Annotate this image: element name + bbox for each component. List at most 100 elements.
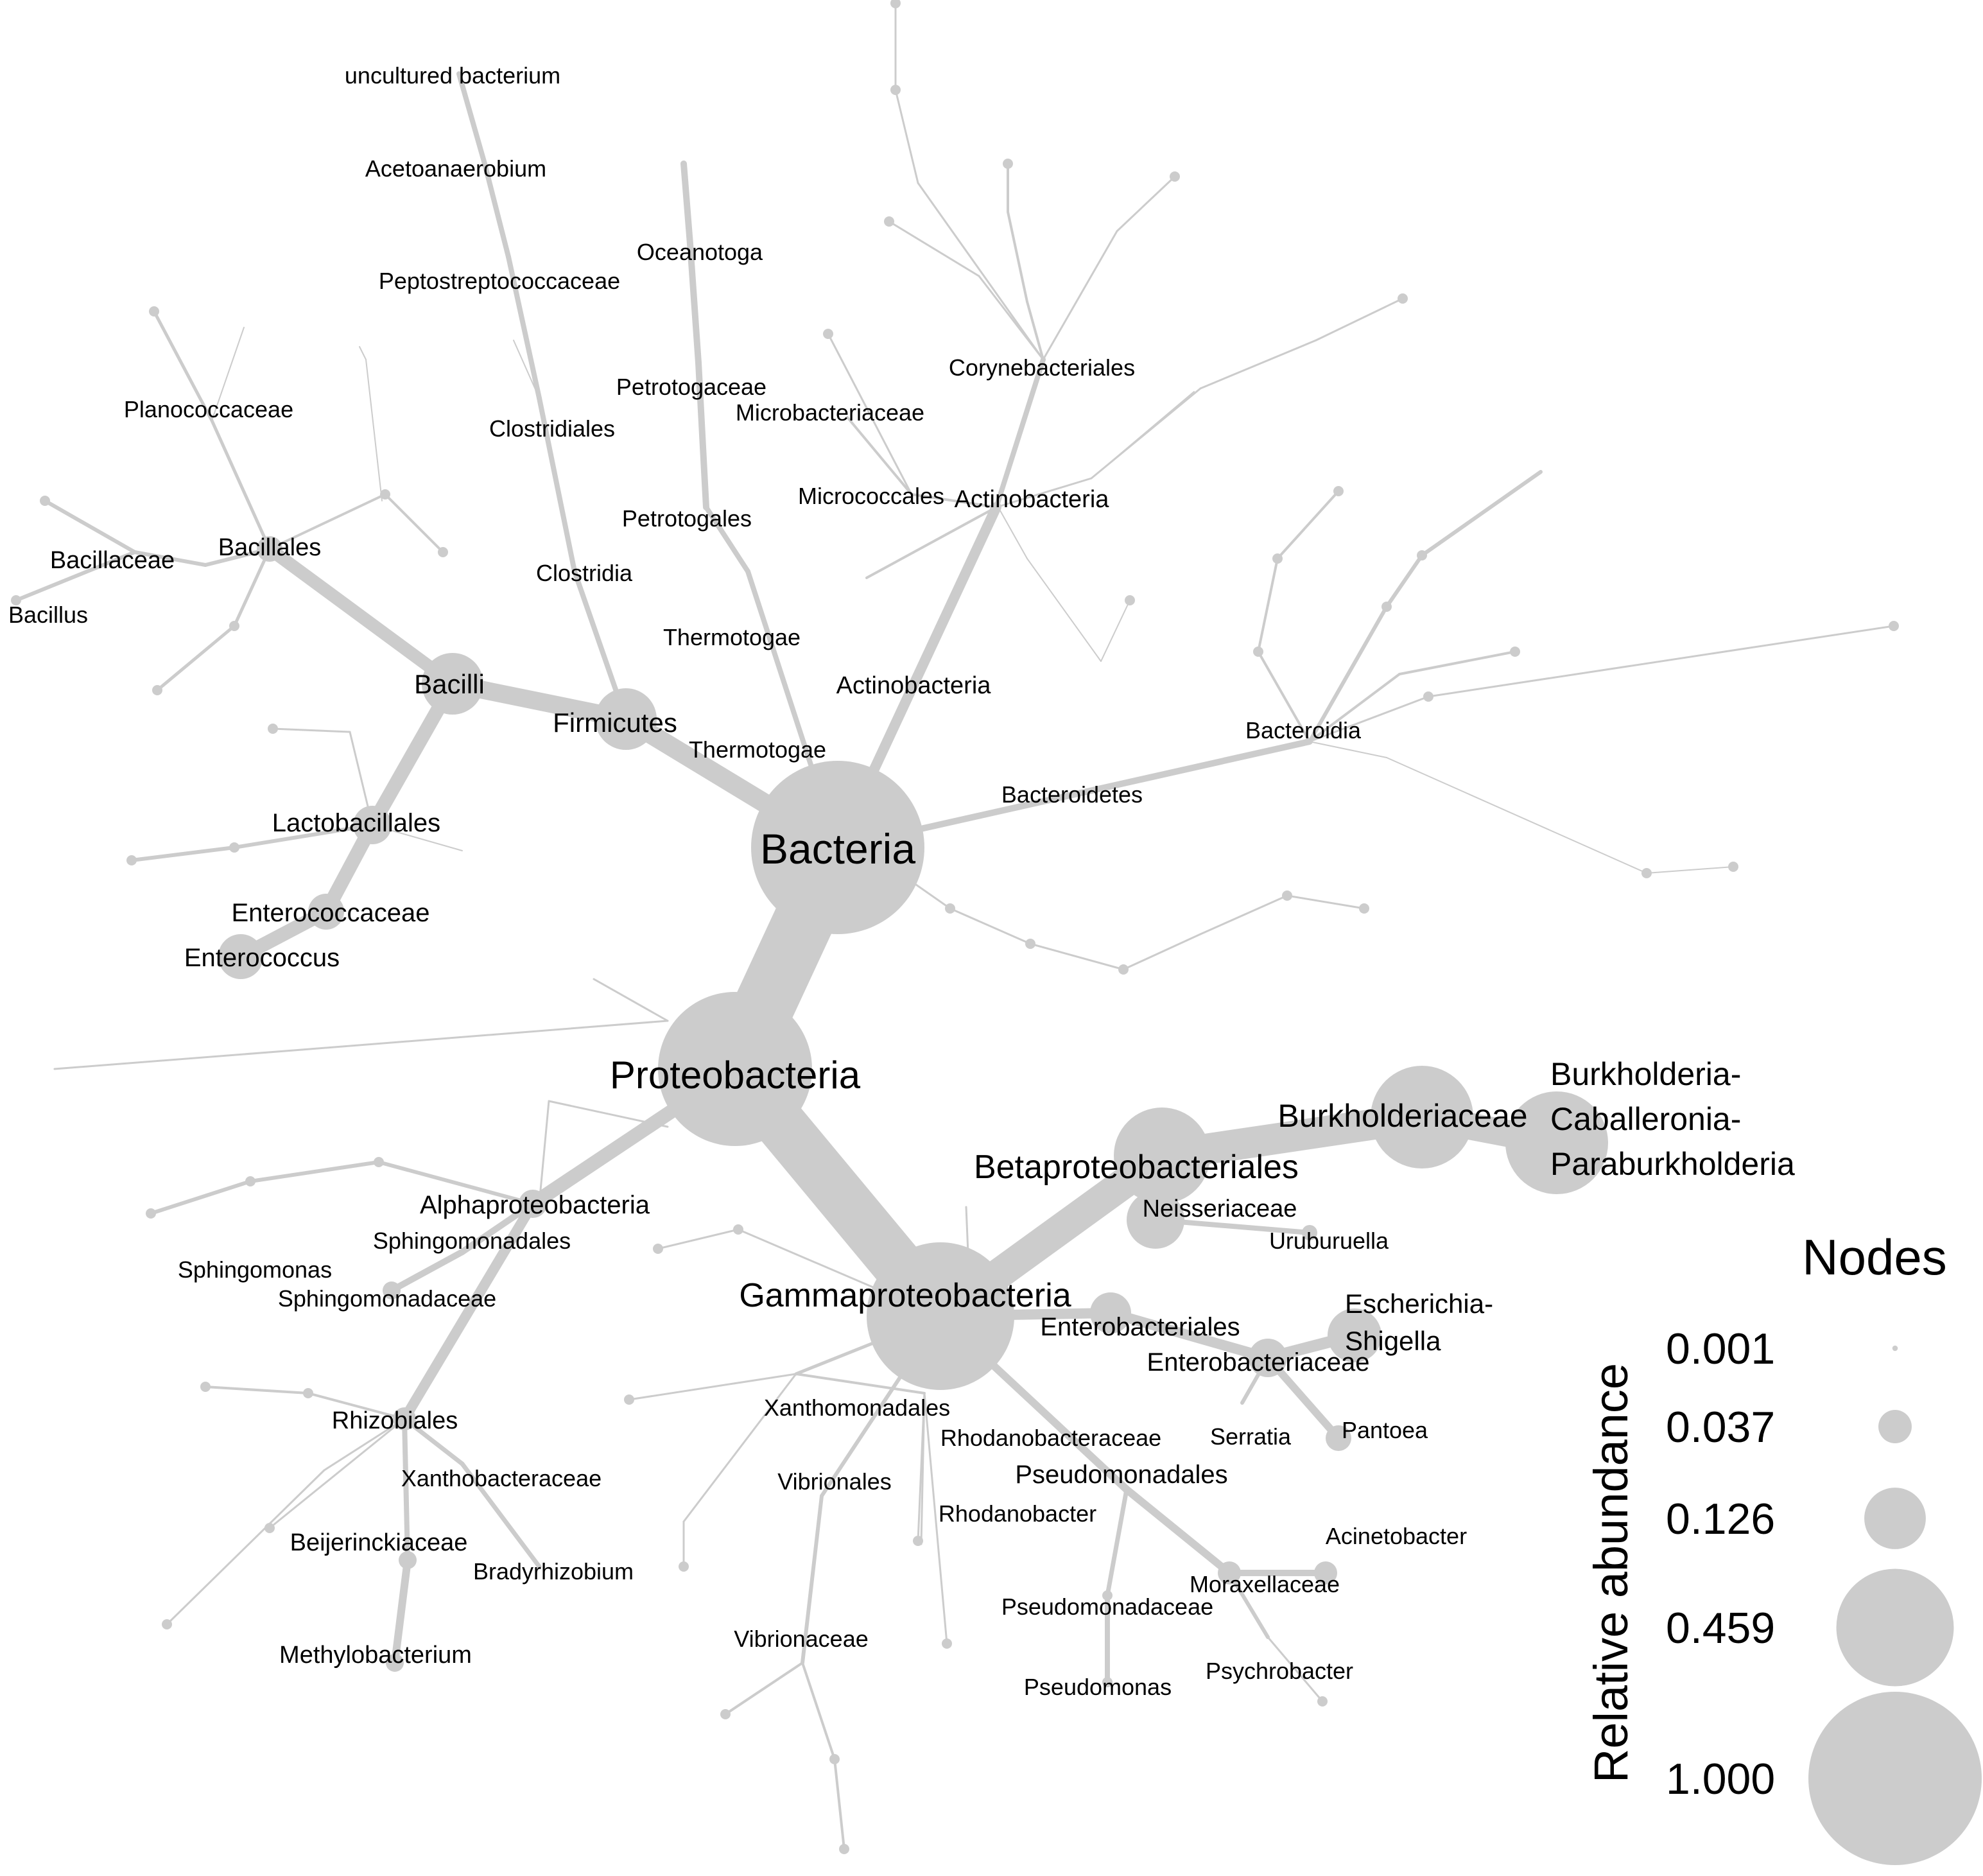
minor-branch xyxy=(1257,557,1279,653)
node-leaf xyxy=(268,724,278,734)
minor-branch xyxy=(1398,650,1516,675)
label-burkholderiaceae: Burkholderiaceae xyxy=(1277,1098,1527,1134)
node-leaf xyxy=(733,1224,743,1235)
label-firmicutes: Firmicutes xyxy=(553,708,677,738)
legend-node-size xyxy=(1892,1345,1898,1351)
legend-value: 0.126 xyxy=(1666,1495,1775,1543)
label-microbacteriaceae: Microbacteriaceae xyxy=(736,399,924,426)
node-leaf xyxy=(1170,171,1180,182)
minor-branch xyxy=(53,1048,303,1070)
label-sphingomonas: Sphingomonas xyxy=(178,1256,332,1283)
minor-branch xyxy=(538,1100,550,1205)
minor-branch xyxy=(1308,605,1389,743)
label-pseudomonas: Pseudomonas xyxy=(1024,1674,1172,1700)
minor-branch xyxy=(888,220,980,277)
edge-xantho-brady xyxy=(460,1461,542,1569)
edge-petrotogaceae-oceano xyxy=(687,241,702,366)
node-leaf xyxy=(438,547,448,557)
node-leaf xyxy=(229,621,239,631)
minor-branch xyxy=(548,1100,669,1128)
node-leaf xyxy=(374,1157,384,1167)
node-leaf xyxy=(1381,602,1392,612)
node-leaf xyxy=(1398,293,1408,304)
label-methylobacterium: Methylobacterium xyxy=(279,1642,472,1669)
edge-rhizo-beijer xyxy=(402,1416,410,1563)
minor-branch xyxy=(995,477,1093,508)
label-psychrobacter: Psychrobacter xyxy=(1206,1658,1353,1684)
label-beijerinckiaceae: Beijerinckiaceae xyxy=(290,1529,468,1556)
node-bacillales xyxy=(257,536,282,562)
edge-alpha-sphingoles xyxy=(459,1201,536,1255)
label-enterococcaceae: Enterococcaceae xyxy=(231,899,429,927)
label-line: Caballeronia- xyxy=(1550,1101,1741,1137)
label-oceanotoga: Oceanotoga xyxy=(637,239,763,265)
minor-branch xyxy=(1042,230,1118,361)
edge-actin-coryne xyxy=(994,357,1046,510)
node-leaf xyxy=(1728,862,1738,872)
node-leaf xyxy=(1272,553,1283,564)
label-bacteroidia: Bacteroidia xyxy=(1245,717,1362,743)
edge-actin-micrococc xyxy=(910,493,998,508)
label-bacteria: Bacteria xyxy=(760,825,915,873)
edge-enterob-enterobac xyxy=(1105,1308,1273,1363)
node-esch xyxy=(1328,1308,1381,1362)
node-leaf xyxy=(890,0,901,8)
label-vibrionales: Vibrionales xyxy=(777,1468,891,1495)
minor-branch xyxy=(894,89,919,184)
label-corynebacteriales: Corynebacteriales xyxy=(949,354,1135,381)
node-enterobac xyxy=(1249,1339,1287,1377)
edge-oceano-oceanosp xyxy=(680,161,693,247)
label-bacillaceae: Bacillaceae xyxy=(50,547,175,574)
minor-branch xyxy=(1257,650,1311,743)
label-sphingomonadales: Sphingomonadales xyxy=(373,1228,571,1254)
node-leaf xyxy=(1417,550,1427,560)
edge-beijer-methylo xyxy=(391,1556,411,1667)
minor-branch xyxy=(272,727,351,733)
edge-xanthom-rhodac xyxy=(795,1373,926,1394)
node-leaf xyxy=(162,1619,172,1629)
legend-value: 1.000 xyxy=(1666,1755,1775,1803)
node-leaf xyxy=(1889,621,1899,631)
minor-branch xyxy=(155,624,236,692)
minor-branch xyxy=(949,907,1032,945)
edge-micrococc-microbact xyxy=(846,416,913,496)
minor-branch xyxy=(268,1418,406,1529)
node-lacto xyxy=(353,806,392,844)
minor-branch xyxy=(211,327,245,421)
node-firm xyxy=(595,688,657,750)
label-actinobacteria-phylum: Actinobacteria xyxy=(836,672,992,699)
edge-moraxe-psych xyxy=(1227,1571,1270,1639)
label-burkholderia-genus: Burkholderia- Caballeronia- Paraburkholder… xyxy=(1550,1056,1795,1182)
node-leaf xyxy=(126,855,137,865)
label-petrotogales: Petrotogales xyxy=(622,505,752,532)
minor-branch xyxy=(628,1373,797,1401)
label-acetoanaerobium: Acetoanaerobium xyxy=(365,155,546,182)
node-leaf xyxy=(1333,486,1344,496)
legend: Nodes Relative abundance 0.001 0.037 0.126… xyxy=(1584,1229,1982,1865)
node-acin xyxy=(1314,1561,1337,1585)
node-leaf xyxy=(40,496,50,506)
node-leaf xyxy=(1025,939,1035,949)
node-leaf xyxy=(380,489,390,499)
node-enterococcus xyxy=(218,934,263,979)
label-petrotogaceae: Petrotogaceae xyxy=(616,374,766,400)
node-moraxe xyxy=(1218,1561,1241,1585)
node-leaf xyxy=(942,1638,952,1649)
minor-branch xyxy=(865,506,998,579)
label-line: Burkholderia- xyxy=(1550,1056,1741,1092)
label-bacillus: Bacillus xyxy=(8,602,88,628)
label-uruburuella: Uruburuella xyxy=(1269,1228,1389,1254)
label-proteobacteria: Proteobacteria xyxy=(610,1054,861,1097)
legend-value: 0.001 xyxy=(1666,1324,1775,1373)
minor-branch xyxy=(923,1392,948,1645)
label-enterobacteriaceae: Enterobacteriaceae xyxy=(1147,1348,1370,1377)
node-leaf xyxy=(1641,868,1652,878)
minor-branch xyxy=(1276,490,1340,560)
node-leaf xyxy=(152,685,162,695)
minor-branch xyxy=(133,550,207,567)
node-alpha xyxy=(519,1190,547,1218)
node-leaf xyxy=(1253,647,1263,657)
legend-node-size xyxy=(1878,1410,1912,1443)
node-pant xyxy=(1326,1425,1351,1451)
minor-branch xyxy=(1026,300,1044,361)
